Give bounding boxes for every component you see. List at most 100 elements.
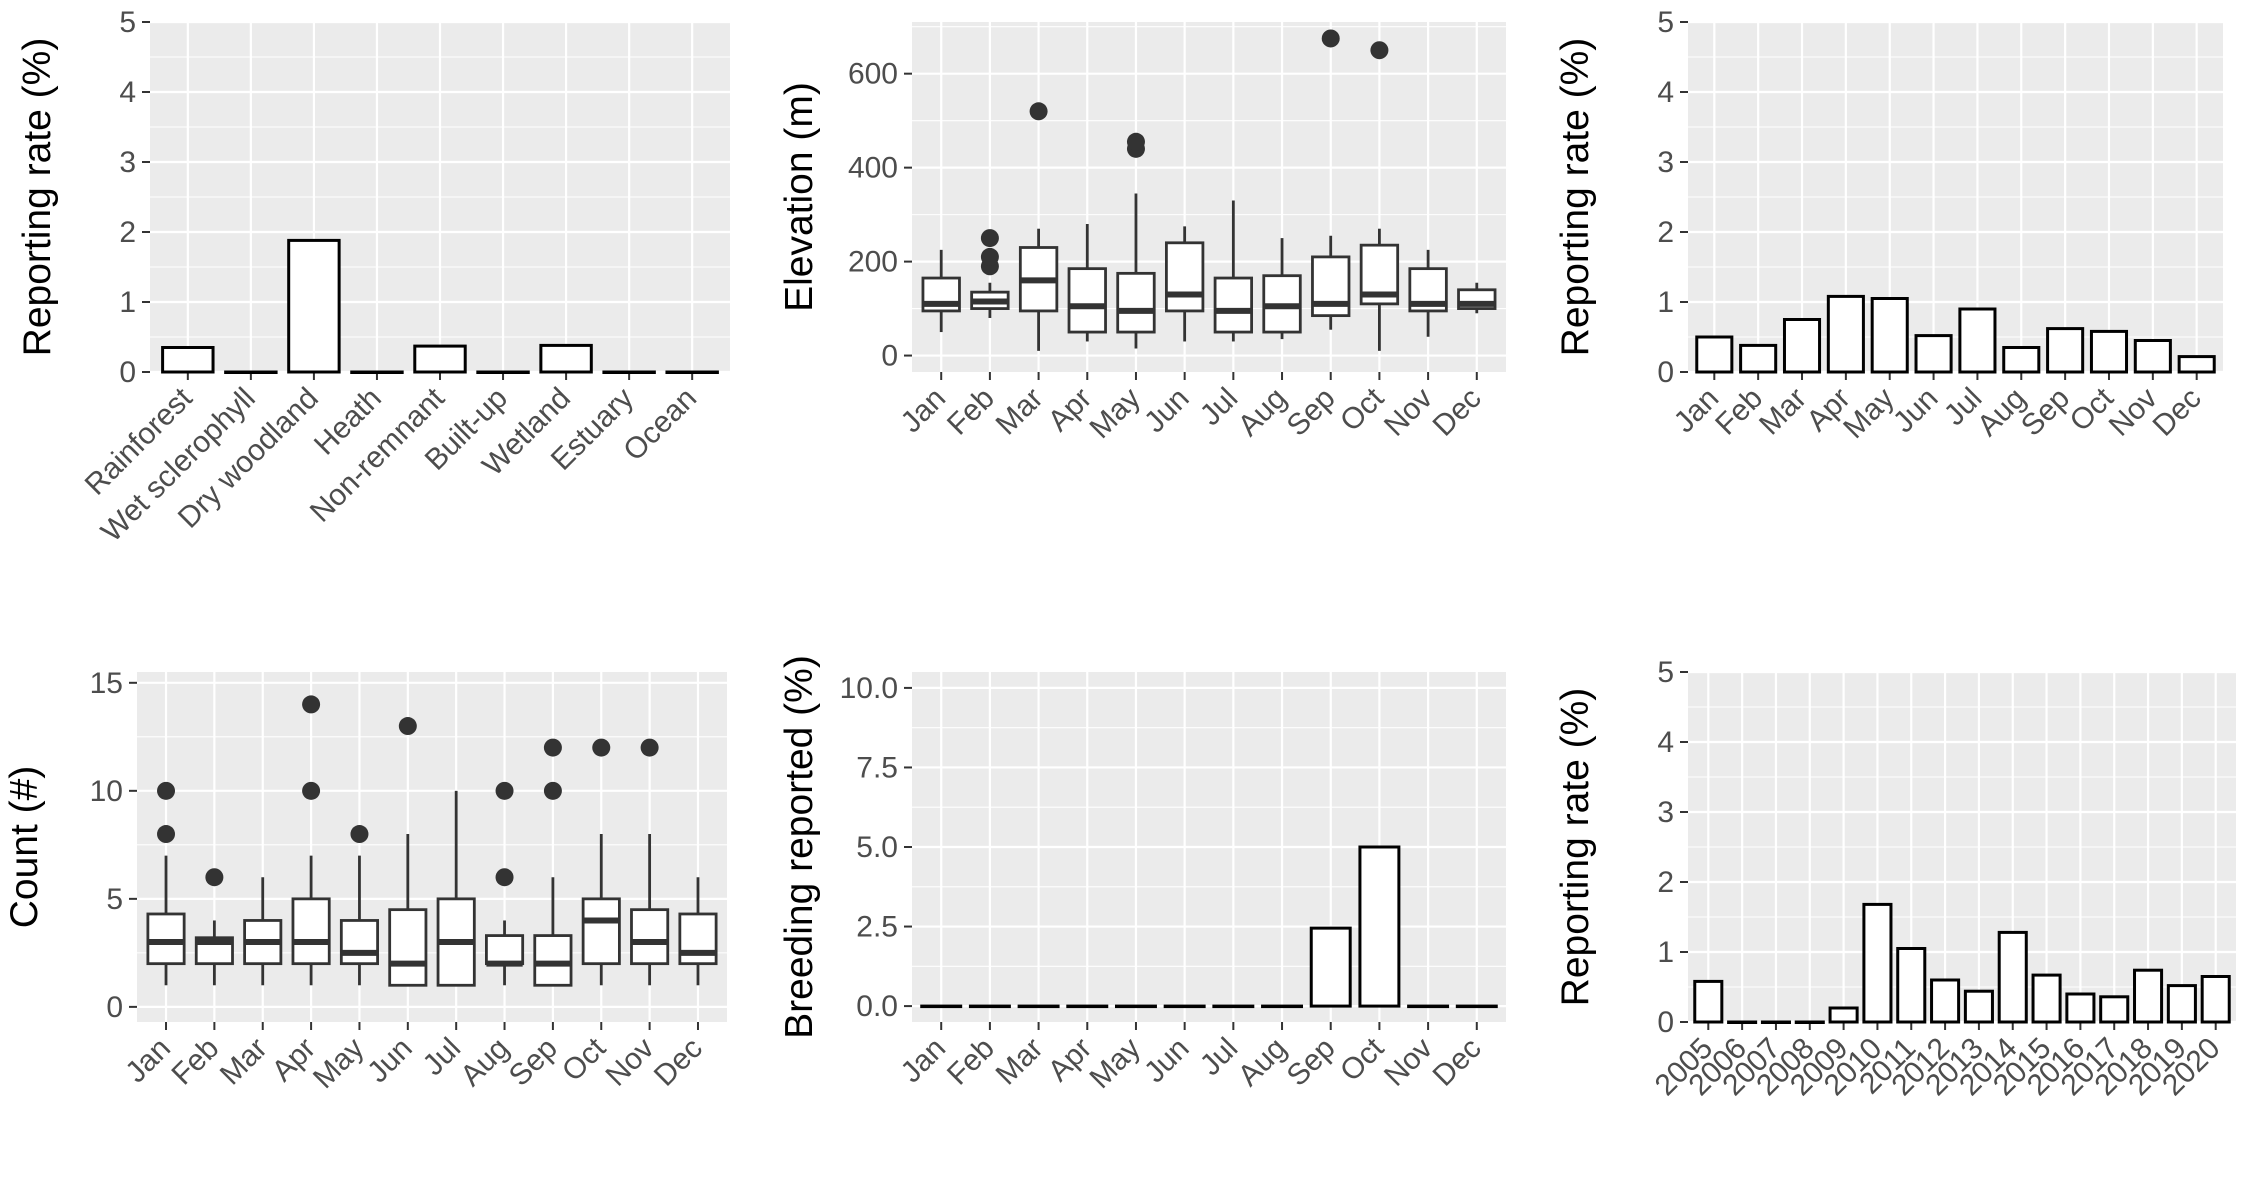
x-tick-label: Feb (165, 1032, 225, 1092)
y-tick-label: 5 (106, 883, 123, 916)
y-tick-label: 2 (1657, 866, 1674, 899)
y-tick-label: 0 (119, 356, 136, 389)
y-tick-label: 5 (1657, 656, 1674, 689)
bar-2014 (1997, 930, 2028, 1024)
x-tick-label: May (1083, 1032, 1146, 1095)
y-tick-label: 2 (1657, 216, 1674, 249)
bar-2011 (1896, 947, 1927, 1024)
box-may (339, 919, 379, 966)
y-tick-label: 1 (1657, 286, 1674, 319)
bar-2010 (1862, 902, 1893, 1024)
outlier-feb (980, 247, 999, 266)
box-nov (630, 908, 670, 966)
x-tick-label: Dec (2147, 382, 2208, 443)
x-tick-label: Oct (556, 1031, 613, 1088)
bar-nov (2133, 339, 2172, 374)
outlier-jan (157, 825, 176, 844)
bar-non-remnant (413, 344, 467, 374)
bar-may (1870, 297, 1909, 374)
bar-jan (920, 1004, 963, 1009)
bar-sep (2046, 327, 2085, 374)
y-axis-title: Reporting rate (%) (1554, 688, 1597, 1007)
x-tick-label: Mar (990, 1032, 1050, 1092)
box-sep (533, 934, 573, 987)
x-tick-label: Dec (1427, 1032, 1488, 1093)
x-tick-label: Feb (941, 1032, 1001, 1092)
bar-apr (1826, 294, 1865, 374)
bar-mar (1782, 318, 1822, 374)
box-jan (146, 912, 186, 966)
bar-feb (968, 1004, 1011, 1009)
bar-heath (350, 370, 404, 374)
panel-background (912, 22, 1506, 372)
bar-rainforest (161, 346, 215, 374)
outlier-sep (543, 738, 562, 757)
y-tick-label: 5.0 (856, 831, 898, 864)
bar-wetland (539, 343, 593, 374)
y-tick-label: 0 (881, 340, 898, 373)
bar-2006 (1727, 1020, 1758, 1024)
panel-elevation: 0200400600JanFebMarAprMayJunJulAugSepOct… (778, 22, 1506, 445)
y-tick-label: 10 (90, 775, 123, 808)
bar-2016 (2065, 992, 2096, 1024)
x-tick-label: May (307, 1032, 370, 1095)
bar-2005 (1693, 979, 1724, 1024)
outlier-nov (640, 738, 659, 757)
x-tick-label: Aug (454, 1032, 515, 1093)
outlier-aug (495, 868, 514, 887)
outlier-may (1126, 132, 1145, 151)
x-tick-label: Nov (1378, 382, 1439, 443)
bar-jun (1163, 1004, 1206, 1009)
bar-jan (1695, 335, 1734, 374)
bar-sep (1309, 926, 1352, 1008)
bar-aug (1261, 1004, 1304, 1009)
y-tick-label: 5 (1657, 6, 1674, 39)
y-axis-title: Breeding reported (%) (778, 655, 821, 1039)
x-tick-label: Dec (648, 1032, 709, 1093)
y-axis-title: Reporting rate (%) (16, 38, 59, 357)
y-tick-label: 4 (1657, 726, 1674, 759)
y-axis-title: Count (#) (3, 766, 46, 929)
x-tick-label: Oct (1334, 381, 1391, 438)
bar-dec (1455, 1004, 1498, 1009)
outlier-apr (302, 695, 321, 714)
outlier-mar (1029, 102, 1048, 121)
panel-year-rate: 0123452005200620072008200920102011201220… (1554, 656, 2236, 1102)
panel-background (137, 672, 727, 1022)
x-tick-label: Sep (1281, 1032, 1342, 1093)
x-tick-label: May (1083, 382, 1146, 445)
outlier-sep (543, 781, 562, 800)
bar-2013 (1963, 989, 1994, 1024)
y-tick-label: 10.0 (840, 672, 898, 705)
y-tick-label: 4 (119, 76, 136, 109)
bar-2015 (2031, 973, 2062, 1024)
box-dec (678, 912, 718, 966)
outlier-feb (980, 229, 999, 248)
y-tick-label: 0.0 (856, 990, 898, 1023)
outlier-jan (157, 781, 176, 800)
x-tick-label: Aug (1232, 1032, 1293, 1093)
bar-oct (2089, 329, 2129, 374)
x-tick-label: Jan (895, 382, 953, 440)
bar-aug (2002, 346, 2041, 374)
panel-count: 051015JanFebMarAprMayJunJulAugSepOctNovD… (3, 667, 727, 1095)
x-tick-label: Jun (1138, 382, 1196, 440)
box-apr (291, 897, 331, 966)
x-tick-label: Aug (1232, 382, 1293, 443)
x-tick-label: Sep (503, 1032, 564, 1093)
y-tick-label: 200 (848, 246, 898, 279)
bar-estuary (602, 370, 656, 374)
outlier-oct (1370, 41, 1389, 60)
y-tick-label: 0 (1657, 356, 1674, 389)
outlier-apr (302, 781, 321, 800)
panel-breeding: 0.02.55.07.510.0JanFebMarAprMayJunJulAug… (778, 655, 1506, 1095)
x-tick-label: Nov (1378, 1032, 1439, 1093)
box-jul (1213, 276, 1254, 334)
y-tick-label: 2 (119, 216, 136, 249)
bar-oct (1358, 845, 1401, 1008)
bar-2009 (1828, 1006, 1859, 1024)
bar-jun (1914, 334, 1953, 374)
box-apr (1067, 267, 1107, 334)
y-axis-title: Reporting rate (%) (1554, 38, 1597, 357)
